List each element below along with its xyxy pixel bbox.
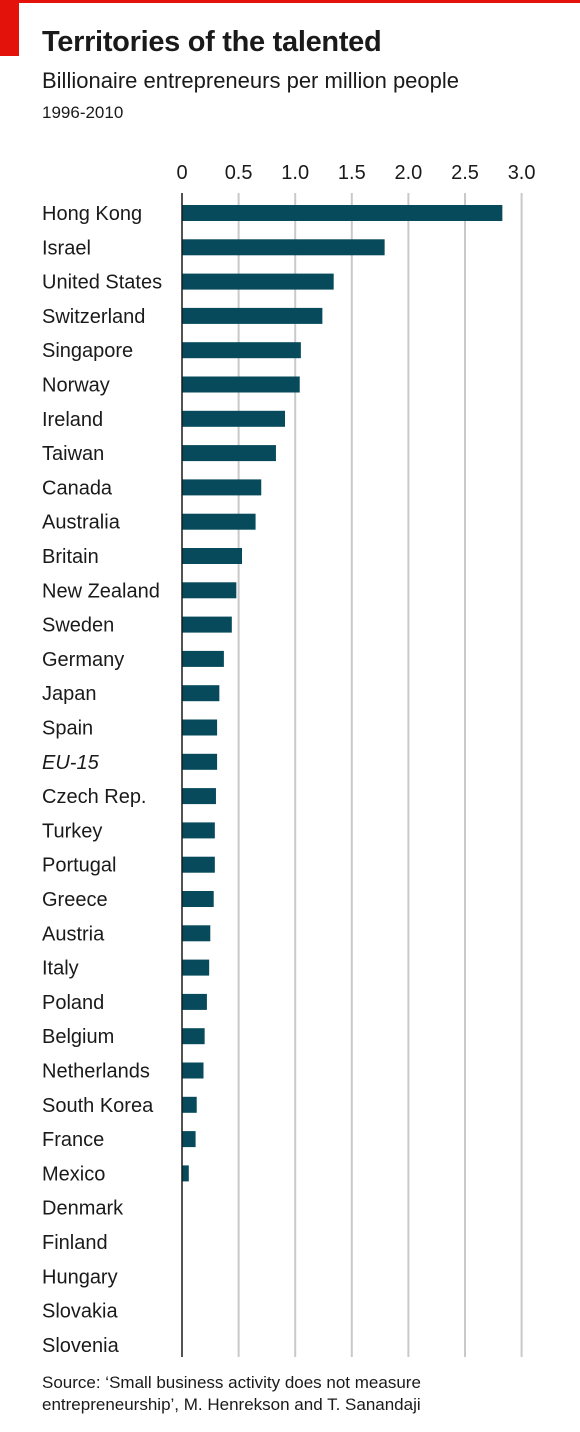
bar — [182, 1096, 197, 1113]
category-label: Japan — [42, 683, 97, 705]
bar — [182, 1131, 196, 1148]
category-label: Sweden — [42, 615, 114, 637]
x-tick-label: 0 — [176, 162, 187, 184]
category-label: Italy — [42, 958, 79, 980]
x-tick-label: 1.0 — [281, 162, 309, 184]
bar — [182, 925, 211, 942]
bar — [182, 1028, 205, 1045]
category-label: Hungary — [42, 1266, 118, 1288]
chart-title: Territories of the talented — [42, 26, 382, 58]
bar — [182, 376, 300, 393]
category-label: Netherlands — [42, 1061, 150, 1083]
category-label: South Korea — [42, 1095, 154, 1117]
category-label: United States — [42, 272, 162, 294]
category-label: Israel — [42, 237, 91, 259]
category-label: Switzerland — [42, 306, 145, 328]
category-label: Ireland — [42, 409, 103, 431]
category-label: Poland — [42, 992, 104, 1014]
category-label: Denmark — [42, 1198, 124, 1220]
x-tick-label: 1.5 — [338, 162, 366, 184]
bar — [182, 719, 218, 736]
bar — [182, 856, 215, 873]
x-tick-label: 2.5 — [451, 162, 479, 184]
category-label: Finland — [42, 1232, 108, 1254]
x-tick-label: 0.5 — [225, 162, 253, 184]
brand-red-tab — [0, 0, 19, 56]
category-label: EU-15 — [42, 752, 100, 774]
bar — [182, 410, 286, 427]
category-label: Canada — [42, 477, 113, 499]
bar — [182, 479, 262, 496]
bar — [182, 1062, 204, 1079]
category-label: France — [42, 1129, 104, 1151]
bar — [182, 685, 220, 702]
category-label: Norway — [42, 375, 110, 397]
category-label: Spain — [42, 718, 93, 740]
chart-subtitle: Billionaire entrepreneurs per million pe… — [42, 68, 460, 93]
x-tick-label: 3.0 — [508, 162, 536, 184]
category-label: Slovakia — [42, 1301, 118, 1323]
category-label: New Zealand — [42, 580, 160, 602]
bar — [182, 548, 242, 564]
bar — [182, 205, 503, 221]
bar-chart: 0 0.5 1.0 1.5 2.0 2.5 3.0 Hong Kong Israel United… — [42, 162, 536, 1357]
x-tick-label: 2.0 — [394, 162, 422, 184]
bar — [182, 822, 215, 839]
bar — [182, 273, 334, 290]
bar — [182, 445, 276, 462]
bar — [182, 891, 214, 907]
category-label: Portugal — [42, 855, 117, 877]
bar — [182, 513, 256, 530]
bar — [182, 616, 232, 633]
top-accent-rule — [0, 0, 580, 3]
category-label: Singapore — [42, 340, 133, 362]
bar — [182, 753, 218, 770]
bar — [182, 993, 207, 1010]
category-label: Hong Kong — [42, 203, 142, 225]
bar — [182, 342, 301, 359]
category-label: Turkey — [42, 820, 102, 842]
category-label: Britain — [42, 546, 99, 568]
category-label: Belgium — [42, 1026, 114, 1048]
category-label: Germany — [42, 649, 124, 671]
bar — [182, 959, 210, 976]
chart-period: 1996-2010 — [42, 103, 124, 122]
category-label: Greece — [42, 889, 108, 911]
bar — [182, 650, 224, 667]
bar — [182, 582, 237, 599]
category-label: Austria — [42, 923, 105, 945]
bar — [182, 788, 216, 805]
bar — [182, 239, 385, 256]
bar — [182, 1165, 189, 1182]
source-note: Source: ‘Small business activity does no… — [42, 1373, 421, 1414]
category-label: Czech Rep. — [42, 786, 147, 808]
category-label: Taiwan — [42, 443, 104, 465]
category-label: Slovenia — [42, 1335, 120, 1357]
category-label: Australia — [42, 512, 121, 534]
bar — [182, 307, 323, 324]
category-label: Mexico — [42, 1163, 105, 1185]
